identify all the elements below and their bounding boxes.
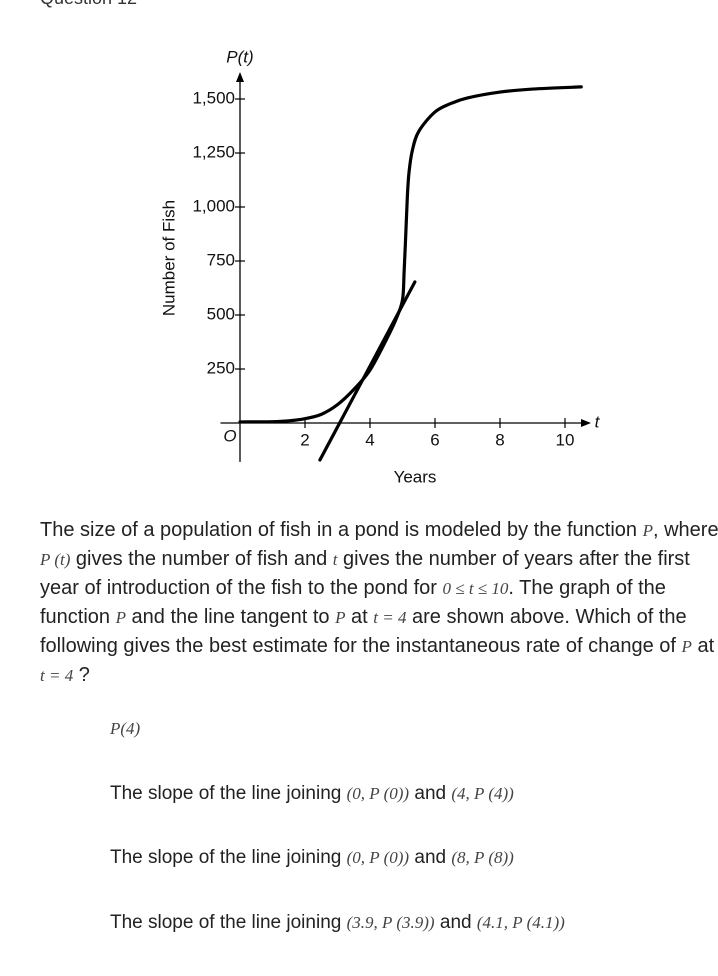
text-run: and the line tangent to	[126, 606, 336, 628]
question-heading: Question 12	[40, 0, 137, 9]
math-expression: P	[115, 608, 126, 627]
y-axis-label: Number of Fish	[159, 200, 178, 316]
x-tick-label: 2	[300, 430, 309, 449]
x-axis-label: Years	[394, 467, 437, 486]
y-tick-label: 1,250	[192, 142, 235, 161]
text-run: gives the number of years after the firs…	[40, 548, 690, 599]
math-expression: (4.1, P (4.1))	[476, 913, 565, 932]
x-tick-label: 10	[556, 430, 575, 449]
math-expression: t	[332, 550, 338, 569]
answer-choice[interactable]: The slope of the line joining (0, P (0))…	[110, 847, 514, 869]
origin-label: O	[223, 426, 236, 445]
x-axis-arrow	[581, 419, 591, 427]
x-axis-symbol: t	[595, 412, 601, 431]
text-run: and	[409, 783, 452, 804]
text-run: . The graph of the function	[40, 577, 666, 628]
math-expression: (0, P (0))	[346, 848, 410, 867]
math-expression: P	[642, 521, 653, 540]
math-expression: (3.9, P (3.9))	[346, 913, 435, 932]
question-text: The size of a population of fish in a po…	[40, 516, 718, 690]
answer-choice[interactable]: P(4)	[110, 718, 140, 740]
text-run: at	[691, 635, 715, 657]
y-tick-label: 500	[207, 304, 235, 323]
text-run: and	[409, 847, 452, 868]
answer-choice[interactable]: The slope of the line joining (3.9, P (3…	[110, 912, 565, 934]
y-tick-label: 1,500	[192, 88, 235, 107]
math-expression: (4, P (4))	[451, 784, 514, 803]
text-run: The size of a population of fish in a po…	[40, 519, 643, 541]
x-tick-label: 4	[365, 430, 374, 449]
text-run: The slope of the line joining	[110, 912, 347, 933]
population-curve	[238, 85, 583, 424]
math-expression: P	[335, 608, 346, 627]
text-run: The slope of the line joining	[110, 783, 347, 804]
y-tick-label: 750	[207, 250, 235, 269]
math-expression: t = 4	[40, 666, 74, 685]
math-expression: P (t)	[40, 550, 71, 569]
chart: P(t) t O Years Number of Fish 250 500 750 1,000 1…	[159, 47, 601, 486]
text-run: at	[345, 606, 374, 628]
math-expression: P	[681, 637, 692, 656]
math-expression: t = 4	[373, 608, 407, 627]
x-tick-label: 6	[430, 430, 439, 449]
y-axis-symbol: P(t)	[226, 47, 253, 66]
math-expression: P(4)	[110, 719, 141, 738]
math-expression: 0 ≤ t ≤ 10	[442, 579, 509, 598]
text-run: gives the number of fish and	[70, 548, 333, 570]
y-tick-label: 1,000	[192, 196, 235, 215]
y-axis-arrow	[236, 72, 244, 82]
text-run: are shown above. Which of the following …	[40, 606, 687, 657]
text-run: The slope of the line joining	[110, 847, 347, 868]
text-run: and	[434, 912, 477, 933]
text-run: ?	[73, 664, 90, 686]
math-expression: (0, P (0))	[346, 784, 410, 803]
answer-choice[interactable]: The slope of the line joining (0, P (0))…	[110, 783, 514, 805]
text-run: , where	[653, 519, 718, 541]
math-expression: (8, P (8))	[451, 848, 514, 867]
y-tick-label: 250	[207, 358, 235, 377]
tangent-line	[318, 280, 417, 462]
x-tick-label: 8	[495, 430, 504, 449]
